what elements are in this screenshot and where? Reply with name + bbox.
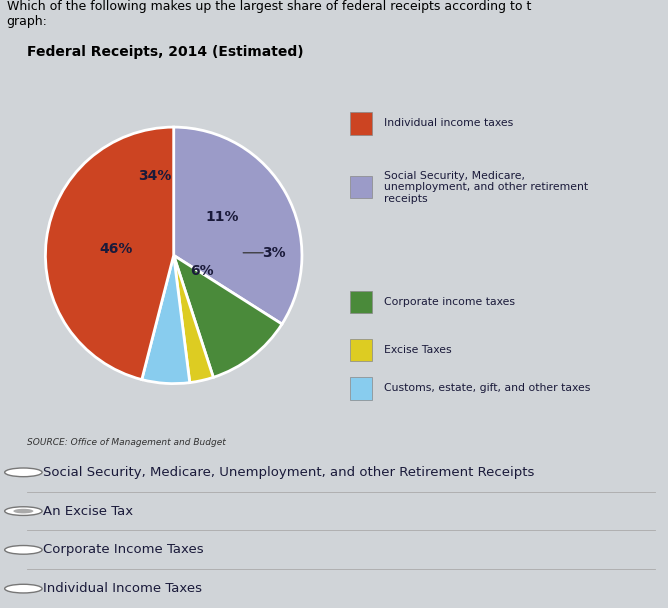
Text: 11%: 11%: [206, 210, 239, 224]
FancyBboxPatch shape: [350, 291, 371, 313]
Text: Customs, estate, gift, and other taxes: Customs, estate, gift, and other taxes: [384, 384, 591, 393]
Circle shape: [13, 509, 33, 513]
Wedge shape: [174, 127, 302, 324]
Text: 6%: 6%: [190, 264, 214, 278]
Text: Which of the following makes up the largest share of federal receipts according : Which of the following makes up the larg…: [7, 0, 531, 28]
Circle shape: [5, 545, 42, 554]
Text: Corporate Income Taxes: Corporate Income Taxes: [43, 544, 204, 556]
FancyBboxPatch shape: [350, 112, 371, 134]
FancyBboxPatch shape: [350, 377, 371, 399]
FancyBboxPatch shape: [350, 339, 371, 361]
Text: Social Security, Medicare,
unemployment, and other retirement
receipts: Social Security, Medicare, unemployment,…: [384, 171, 588, 204]
FancyBboxPatch shape: [350, 176, 371, 198]
Circle shape: [5, 506, 42, 516]
Text: Federal Receipts, 2014 (Estimated): Federal Receipts, 2014 (Estimated): [27, 44, 303, 59]
Wedge shape: [174, 255, 213, 382]
Text: 46%: 46%: [100, 242, 133, 256]
Text: Corporate income taxes: Corporate income taxes: [384, 297, 515, 307]
Circle shape: [5, 584, 42, 593]
Text: Excise Taxes: Excise Taxes: [384, 345, 452, 355]
Wedge shape: [45, 127, 174, 379]
Text: An Excise Tax: An Excise Tax: [43, 505, 134, 517]
Text: 3%: 3%: [262, 246, 285, 260]
Wedge shape: [142, 255, 190, 384]
Text: Social Security, Medicare, Unemployment, and other Retirement Receipts: Social Security, Medicare, Unemployment,…: [43, 466, 535, 479]
Text: Individual income taxes: Individual income taxes: [384, 119, 513, 128]
Circle shape: [5, 468, 42, 477]
Text: 34%: 34%: [138, 169, 171, 183]
Text: SOURCE: Office of Management and Budget: SOURCE: Office of Management and Budget: [27, 438, 226, 447]
Wedge shape: [174, 255, 282, 378]
Text: Individual Income Taxes: Individual Income Taxes: [43, 582, 202, 595]
